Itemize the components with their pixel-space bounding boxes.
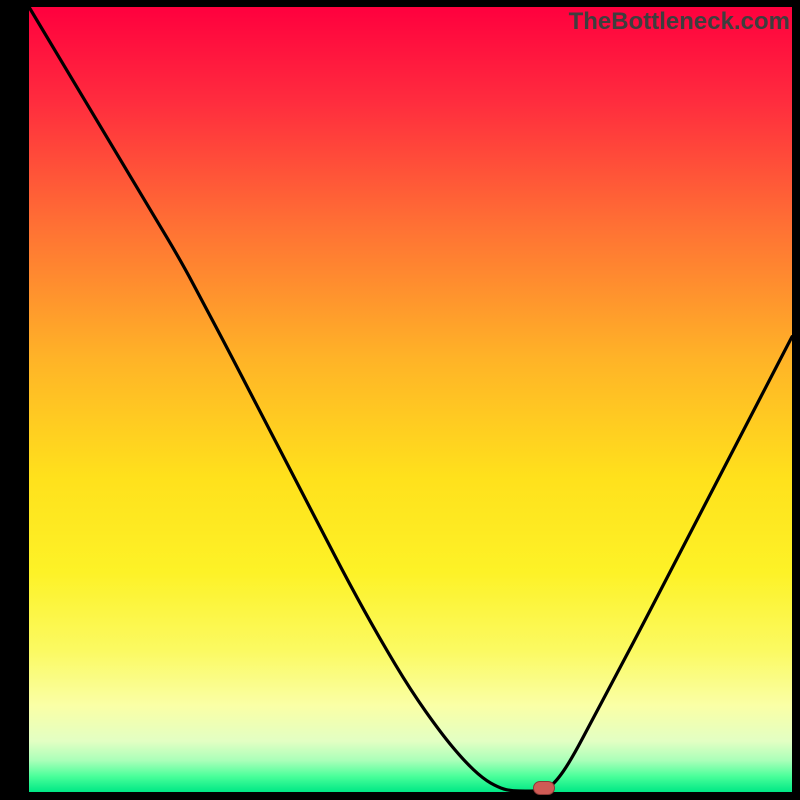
optimum-marker xyxy=(533,781,555,795)
watermark-text: TheBottleneck.com xyxy=(569,8,790,36)
bottleneck-chart: TheBottleneck.com xyxy=(0,0,800,800)
bottleneck-curve xyxy=(29,7,792,791)
curve-layer xyxy=(0,0,800,800)
